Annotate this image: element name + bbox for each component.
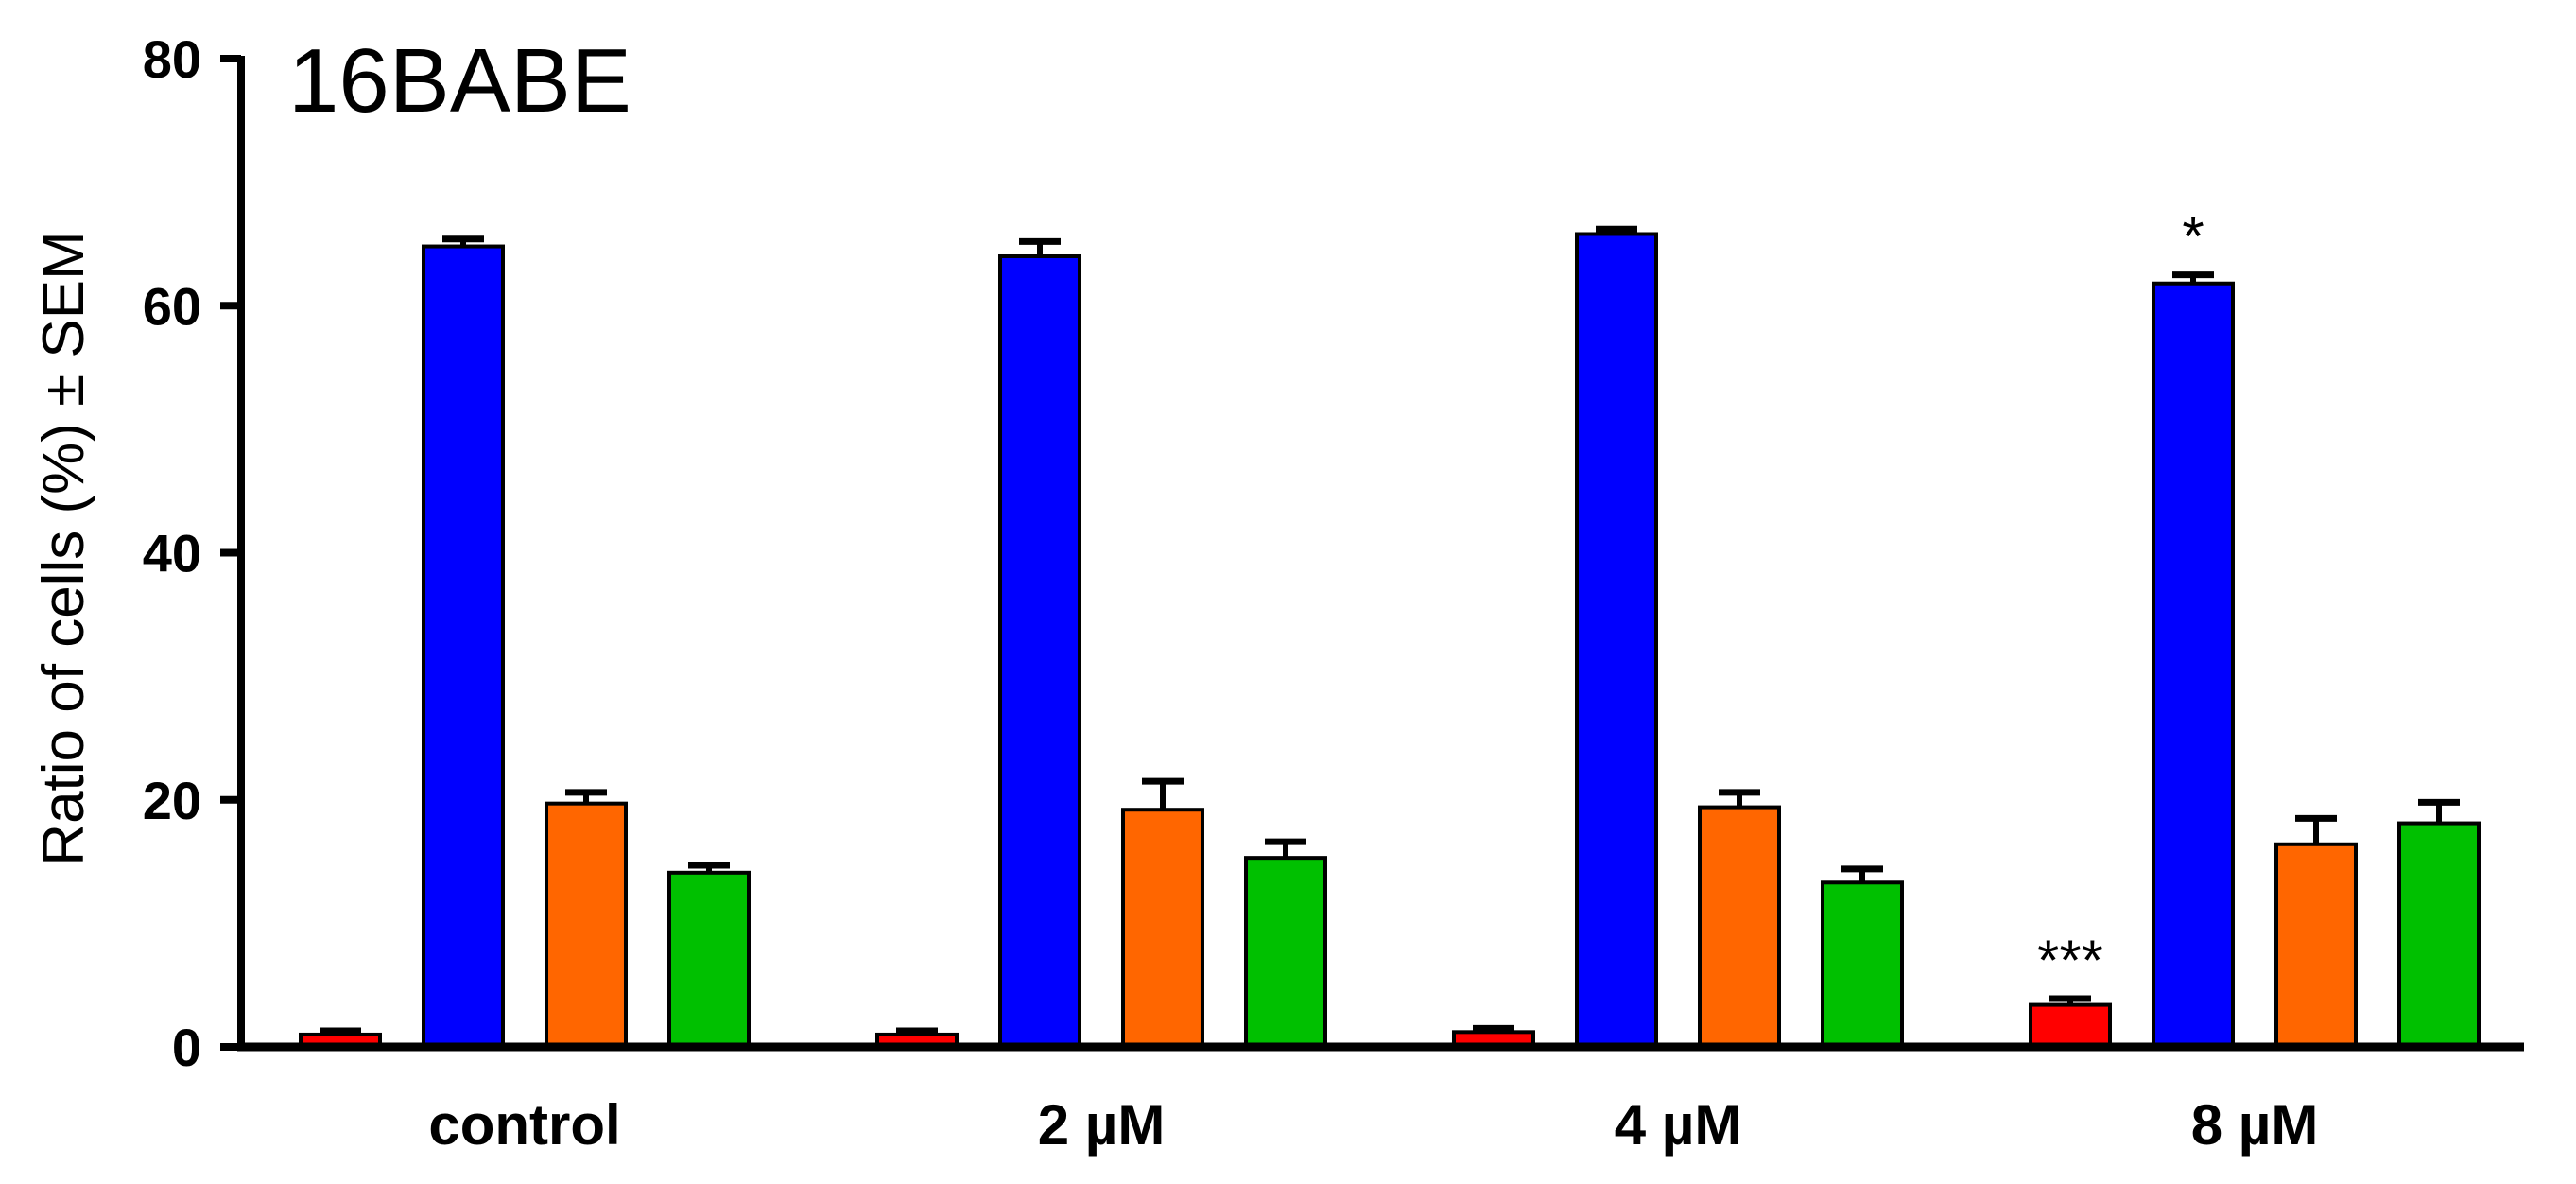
bar xyxy=(998,254,1081,1049)
bars: **** xyxy=(299,205,2481,1050)
significance-label: *** xyxy=(2037,929,2103,992)
x-category-label: control xyxy=(428,1093,620,1157)
chart-title: 16BABE xyxy=(288,30,631,131)
bar xyxy=(422,244,505,1049)
y-tick-label: 20 xyxy=(143,771,201,830)
x-category-label: 8 µM xyxy=(2191,1093,2319,1157)
bar xyxy=(2274,842,2358,1050)
bar xyxy=(1821,880,1904,1049)
y-axis-label: Ratio of cells (%) ± SEM xyxy=(31,231,96,865)
significance-label: * xyxy=(2182,205,2204,269)
x-axis: control 2 µM 4 µM 8 µM xyxy=(237,1042,2524,1157)
y-tick-label: 60 xyxy=(143,276,201,336)
bar xyxy=(545,801,628,1049)
y-tick-label: 80 xyxy=(143,29,201,89)
bar xyxy=(1244,856,1327,1049)
bar xyxy=(2152,281,2235,1049)
bar xyxy=(2029,1002,2112,1050)
bar xyxy=(1698,805,1781,1050)
x-category-label: 2 µM xyxy=(1038,1093,1166,1157)
bar xyxy=(667,870,751,1049)
y-axis: 0 20 40 60 80 xyxy=(143,29,245,1077)
bar xyxy=(1575,232,1658,1050)
y-tick-label: 0 xyxy=(172,1018,201,1077)
bar xyxy=(2397,821,2481,1049)
bar xyxy=(1121,808,1204,1050)
x-category-label: 4 µM xyxy=(1615,1093,1742,1157)
y-tick-label: 40 xyxy=(143,524,201,583)
